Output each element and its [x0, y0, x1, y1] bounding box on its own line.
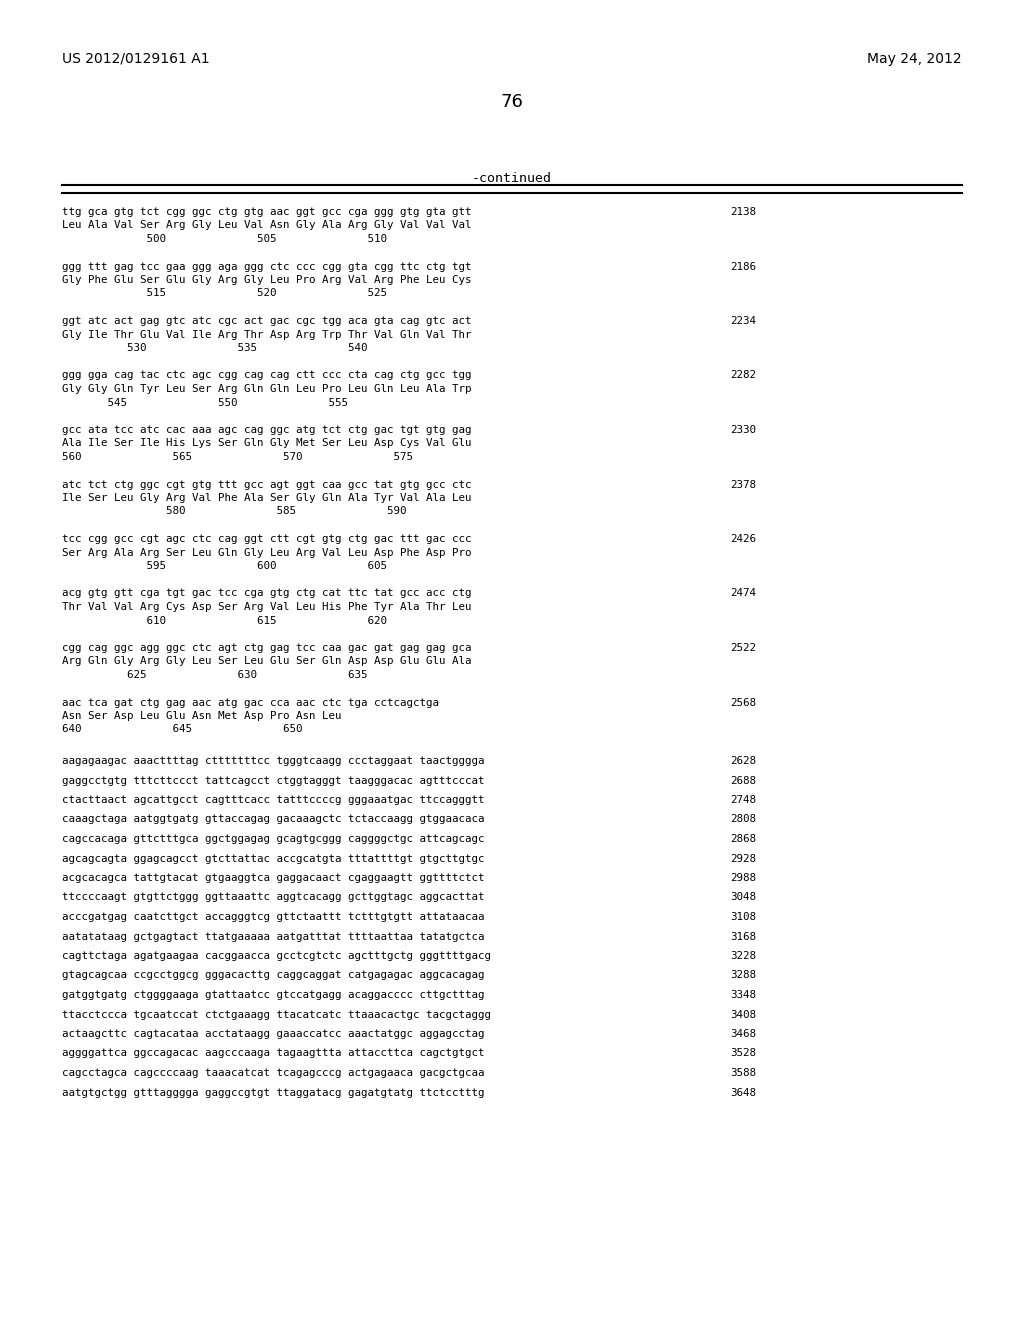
Text: acg gtg gtt cga tgt gac tcc cga gtg ctg cat ttc tat gcc acc ctg: acg gtg gtt cga tgt gac tcc cga gtg ctg …	[62, 589, 471, 598]
Text: gtagcagcaa ccgcctggcg gggacacttg caggcaggat catgagagac aggcacagag: gtagcagcaa ccgcctggcg gggacacttg caggcag…	[62, 970, 484, 981]
Text: aagagaagac aaacttttag ctttttttcc tgggtcaagg ccctaggaat taactgggga: aagagaagac aaacttttag ctttttttcc tgggtca…	[62, 756, 484, 766]
Text: atc tct ctg ggc cgt gtg ttt gcc agt ggt caa gcc tat gtg gcc ctc: atc tct ctg ggc cgt gtg ttt gcc agt ggt …	[62, 479, 471, 490]
Text: 3408: 3408	[730, 1010, 756, 1019]
Text: 610              615              620: 610 615 620	[62, 615, 387, 626]
Text: 3588: 3588	[730, 1068, 756, 1078]
Text: 3228: 3228	[730, 950, 756, 961]
Text: 3648: 3648	[730, 1088, 756, 1097]
Text: ggg gga cag tac ctc agc cgg cag cag ctt ccc cta cag ctg gcc tgg: ggg gga cag tac ctc agc cgg cag cag ctt …	[62, 371, 471, 380]
Text: gcc ata tcc atc cac aaa agc cag ggc atg tct ctg gac tgt gtg gag: gcc ata tcc atc cac aaa agc cag ggc atg …	[62, 425, 471, 436]
Text: actaagcttc cagtacataa acctataagg gaaaccatcc aaactatggc aggagcctag: actaagcttc cagtacataa acctataagg gaaacca…	[62, 1030, 484, 1039]
Text: cagcctagca cagccccaag taaacatcat tcagagcccg actgagaaca gacgctgcaa: cagcctagca cagccccaag taaacatcat tcagagc…	[62, 1068, 484, 1078]
Text: 2522: 2522	[730, 643, 756, 653]
Text: 580              585              590: 580 585 590	[62, 507, 407, 516]
Text: 530              535              540: 530 535 540	[62, 343, 368, 352]
Text: aatatataag gctgagtact ttatgaaaaa aatgatttat ttttaattaa tatatgctca: aatatataag gctgagtact ttatgaaaaa aatgatt…	[62, 932, 484, 941]
Text: 560              565              570              575: 560 565 570 575	[62, 451, 413, 462]
Text: US 2012/0129161 A1: US 2012/0129161 A1	[62, 51, 210, 66]
Text: caaagctaga aatggtgatg gttaccagag gacaaagctc tctaccaagg gtggaacaca: caaagctaga aatggtgatg gttaccagag gacaaag…	[62, 814, 484, 825]
Text: 2330: 2330	[730, 425, 756, 436]
Text: 3288: 3288	[730, 970, 756, 981]
Text: acgcacagca tattgtacat gtgaaggtca gaggacaact cgaggaagtt ggttttctct: acgcacagca tattgtacat gtgaaggtca gaggaca…	[62, 873, 484, 883]
Text: 2628: 2628	[730, 756, 756, 766]
Text: Gly Ile Thr Glu Val Ile Arg Thr Asp Arg Trp Thr Val Gln Val Thr: Gly Ile Thr Glu Val Ile Arg Thr Asp Arg …	[62, 330, 471, 339]
Text: Leu Ala Val Ser Arg Gly Leu Val Asn Gly Ala Arg Gly Val Val Val: Leu Ala Val Ser Arg Gly Leu Val Asn Gly …	[62, 220, 471, 231]
Text: 2138: 2138	[730, 207, 756, 216]
Text: May 24, 2012: May 24, 2012	[867, 51, 962, 66]
Text: 2808: 2808	[730, 814, 756, 825]
Text: 3108: 3108	[730, 912, 756, 921]
Text: 2688: 2688	[730, 776, 756, 785]
Text: 2748: 2748	[730, 795, 756, 805]
Text: ttacctccca tgcaatccat ctctgaaagg ttacatcatc ttaaacactgc tacgctaggg: ttacctccca tgcaatccat ctctgaaagg ttacatc…	[62, 1010, 490, 1019]
Text: 640              645              650: 640 645 650	[62, 725, 302, 734]
Text: 625              630              635: 625 630 635	[62, 671, 368, 680]
Text: 2378: 2378	[730, 479, 756, 490]
Text: 2474: 2474	[730, 589, 756, 598]
Text: Ile Ser Leu Gly Arg Val Phe Ala Ser Gly Gln Ala Tyr Val Ala Leu: Ile Ser Leu Gly Arg Val Phe Ala Ser Gly …	[62, 492, 471, 503]
Text: 2426: 2426	[730, 535, 756, 544]
Text: Ser Arg Ala Arg Ser Leu Gln Gly Leu Arg Val Leu Asp Phe Asp Pro: Ser Arg Ala Arg Ser Leu Gln Gly Leu Arg …	[62, 548, 471, 557]
Text: 2568: 2568	[730, 697, 756, 708]
Text: aggggattca ggccagacac aagcccaaga tagaagttta attaccttca cagctgtgct: aggggattca ggccagacac aagcccaaga tagaagt…	[62, 1048, 484, 1059]
Text: tcc cgg gcc cgt agc ctc cag ggt ctt cgt gtg ctg gac ttt gac ccc: tcc cgg gcc cgt agc ctc cag ggt ctt cgt …	[62, 535, 471, 544]
Text: Gly Phe Glu Ser Glu Gly Arg Gly Leu Pro Arg Val Arg Phe Leu Cys: Gly Phe Glu Ser Glu Gly Arg Gly Leu Pro …	[62, 275, 471, 285]
Text: 3528: 3528	[730, 1048, 756, 1059]
Text: Gly Gly Gln Tyr Leu Ser Arg Gln Gln Leu Pro Leu Gln Leu Ala Trp: Gly Gly Gln Tyr Leu Ser Arg Gln Gln Leu …	[62, 384, 471, 393]
Text: ttccccaagt gtgttctggg ggttaaattc aggtcacagg gcttggtagc aggcacttat: ttccccaagt gtgttctggg ggttaaattc aggtcac…	[62, 892, 484, 903]
Text: 515              520              525: 515 520 525	[62, 289, 387, 298]
Text: Asn Ser Asp Leu Glu Asn Met Asp Pro Asn Leu: Asn Ser Asp Leu Glu Asn Met Asp Pro Asn …	[62, 711, 341, 721]
Text: 595              600              605: 595 600 605	[62, 561, 387, 572]
Text: ggt atc act gag gtc atc cgc act gac cgc tgg aca gta cag gtc act: ggt atc act gag gtc atc cgc act gac cgc …	[62, 315, 471, 326]
Text: 2282: 2282	[730, 371, 756, 380]
Text: acccgatgag caatcttgct accagggtcg gttctaattt tctttgtgtt attataacaa: acccgatgag caatcttgct accagggtcg gttctaa…	[62, 912, 484, 921]
Text: aatgtgctgg gtttagggga gaggccgtgt ttaggatacg gagatgtatg ttctcctttg: aatgtgctgg gtttagggga gaggccgtgt ttaggat…	[62, 1088, 484, 1097]
Text: ttg gca gtg tct cgg ggc ctg gtg aac ggt gcc cga ggg gtg gta gtt: ttg gca gtg tct cgg ggc ctg gtg aac ggt …	[62, 207, 471, 216]
Text: cagccacaga gttctttgca ggctggagag gcagtgcggg caggggctgc attcagcagc: cagccacaga gttctttgca ggctggagag gcagtgc…	[62, 834, 484, 843]
Text: Ala Ile Ser Ile His Lys Ser Gln Gly Met Ser Leu Asp Cys Val Glu: Ala Ile Ser Ile His Lys Ser Gln Gly Met …	[62, 438, 471, 449]
Text: 2928: 2928	[730, 854, 756, 863]
Text: gaggcctgtg tttcttccct tattcagcct ctggtagggt taagggacac agtttcccat: gaggcctgtg tttcttccct tattcagcct ctggtag…	[62, 776, 484, 785]
Text: gatggtgatg ctggggaaga gtattaatcc gtccatgagg acaggacccc cttgctttag: gatggtgatg ctggggaaga gtattaatcc gtccatg…	[62, 990, 484, 1001]
Text: 2988: 2988	[730, 873, 756, 883]
Text: 2868: 2868	[730, 834, 756, 843]
Text: agcagcagta ggagcagcct gtcttattac accgcatgta tttattttgt gtgcttgtgc: agcagcagta ggagcagcct gtcttattac accgcat…	[62, 854, 484, 863]
Text: 3168: 3168	[730, 932, 756, 941]
Text: -continued: -continued	[472, 172, 552, 185]
Text: Arg Gln Gly Arg Gly Leu Ser Leu Glu Ser Gln Asp Asp Glu Glu Ala: Arg Gln Gly Arg Gly Leu Ser Leu Glu Ser …	[62, 656, 471, 667]
Text: 2234: 2234	[730, 315, 756, 326]
Text: 545              550              555: 545 550 555	[62, 397, 348, 408]
Text: 76: 76	[501, 92, 523, 111]
Text: 3048: 3048	[730, 892, 756, 903]
Text: ctacttaact agcattgcct cagtttcacc tatttccccg gggaaatgac ttccagggtt: ctacttaact agcattgcct cagtttcacc tatttcc…	[62, 795, 484, 805]
Text: 2186: 2186	[730, 261, 756, 272]
Text: cagttctaga agatgaagaa cacggaacca gcctcgtctc agctttgctg gggttttgacg: cagttctaga agatgaagaa cacggaacca gcctcgt…	[62, 950, 490, 961]
Text: Thr Val Val Arg Cys Asp Ser Arg Val Leu His Phe Tyr Ala Thr Leu: Thr Val Val Arg Cys Asp Ser Arg Val Leu …	[62, 602, 471, 612]
Text: 500              505              510: 500 505 510	[62, 234, 387, 244]
Text: cgg cag ggc agg ggc ctc agt ctg gag tcc caa gac gat gag gag gca: cgg cag ggc agg ggc ctc agt ctg gag tcc …	[62, 643, 471, 653]
Text: aac tca gat ctg gag aac atg gac cca aac ctc tga cctcagctga: aac tca gat ctg gag aac atg gac cca aac …	[62, 697, 439, 708]
Text: 3348: 3348	[730, 990, 756, 1001]
Text: 3468: 3468	[730, 1030, 756, 1039]
Text: ggg ttt gag tcc gaa ggg aga ggg ctc ccc cgg gta cgg ttc ctg tgt: ggg ttt gag tcc gaa ggg aga ggg ctc ccc …	[62, 261, 471, 272]
